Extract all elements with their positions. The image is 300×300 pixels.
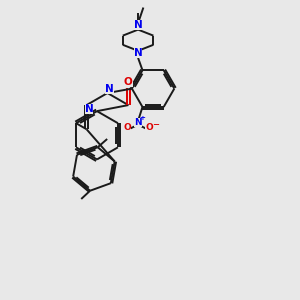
Text: N: N bbox=[134, 20, 142, 30]
Text: O: O bbox=[123, 123, 131, 132]
Text: +: + bbox=[139, 116, 145, 122]
Text: O: O bbox=[124, 76, 133, 86]
Text: N: N bbox=[105, 85, 114, 94]
Text: N: N bbox=[85, 103, 93, 114]
Text: N: N bbox=[134, 48, 142, 58]
Text: N: N bbox=[134, 118, 142, 127]
Text: −: − bbox=[152, 120, 159, 129]
Text: O: O bbox=[146, 123, 153, 132]
